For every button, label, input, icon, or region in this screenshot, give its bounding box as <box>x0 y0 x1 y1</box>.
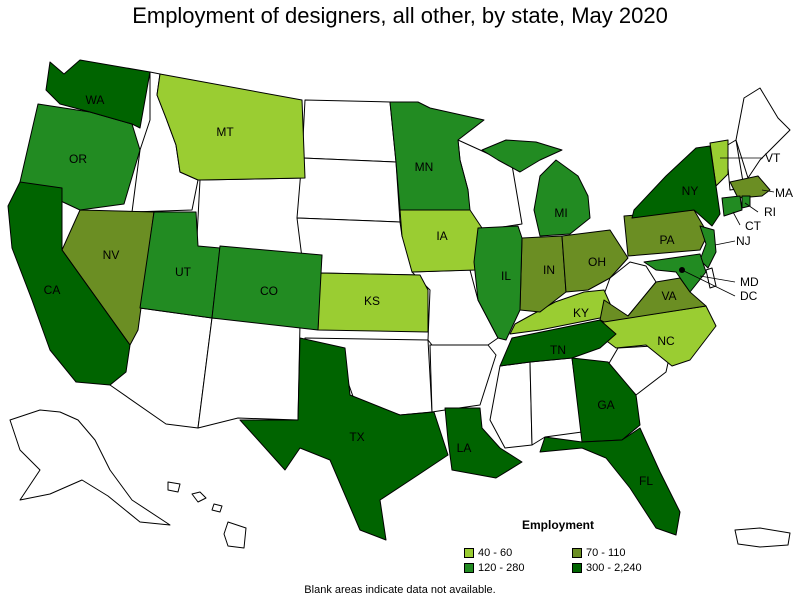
label-OR: OR <box>69 152 87 166</box>
state-NM <box>197 317 301 429</box>
state-TX <box>239 337 449 541</box>
state-CA <box>7 181 131 386</box>
state-MA <box>729 175 771 199</box>
state-AR <box>429 344 497 413</box>
legend-swatch-70-110 <box>572 548 582 558</box>
state-HI <box>167 481 247 549</box>
legend-label-120-280: 120 - 280 <box>478 562 525 574</box>
label-PA: PA <box>659 233 674 247</box>
label-WA: WA <box>86 93 105 107</box>
territory-PR <box>734 527 791 548</box>
state-CT <box>721 195 743 217</box>
label-MA: MA <box>775 186 793 200</box>
bin-40-60 <box>156 73 729 367</box>
legend-item-300-2240: 300 - 2,240 <box>572 562 642 574</box>
label-CO: CO <box>260 284 278 298</box>
label-DC: DC <box>740 289 758 303</box>
state-OH <box>561 229 629 293</box>
state-ND <box>301 99 397 163</box>
legend-swatch-120-280 <box>464 563 474 573</box>
state-WA <box>45 59 151 129</box>
state-IL <box>473 225 523 341</box>
label-MN: MN <box>415 160 434 174</box>
label-KY: KY <box>573 306 589 320</box>
legend-item-40-60: 40 - 60 <box>464 547 512 559</box>
label-GA: GA <box>597 398 614 412</box>
legend-swatch-300-2240 <box>572 563 582 573</box>
label-RI: RI <box>764 205 776 219</box>
label-IA: IA <box>436 229 447 243</box>
state-MI <box>533 159 591 237</box>
state-TN <box>499 319 617 367</box>
label-VA: VA <box>661 289 676 303</box>
legend-swatch-40-60 <box>464 548 474 558</box>
state-NJ <box>699 225 717 269</box>
label-NJ: NJ <box>736 234 751 248</box>
label-VT: VT <box>765 151 781 165</box>
state-CO <box>211 245 323 331</box>
state-MT <box>156 73 306 181</box>
footnote: Blank areas indicate data not available. <box>304 584 496 596</box>
label-TX: TX <box>349 430 364 444</box>
map-title: Employment of designers, all other, by s… <box>132 3 668 28</box>
state-MD <box>643 253 707 293</box>
state-AK <box>9 409 171 526</box>
leader-lines <box>681 157 775 297</box>
state-FL <box>539 427 681 536</box>
label-MD: MD <box>740 275 759 289</box>
legend-item-70-110: 70 - 110 <box>572 547 626 559</box>
bin-120-280 <box>19 101 751 341</box>
label-CA: CA <box>44 283 61 297</box>
label-FL: FL <box>639 474 653 488</box>
state-SD <box>296 157 401 223</box>
legend-label-300-2240: 300 - 2,240 <box>586 562 642 574</box>
label-IN: IN <box>543 263 555 277</box>
bin-300-2240 <box>7 59 721 541</box>
legend-label-70-110: 70 - 110 <box>586 547 626 559</box>
state-ME <box>735 87 791 179</box>
state-LA <box>444 407 523 479</box>
label-MI: MI <box>554 206 567 220</box>
legend-item-120-280: 120 - 280 <box>464 562 524 574</box>
label-KS: KS <box>364 294 380 308</box>
state-RI <box>741 195 751 209</box>
state-NV <box>61 209 155 346</box>
label-NC: NC <box>657 334 675 348</box>
label-NV: NV <box>103 248 120 262</box>
state-WY <box>195 177 306 259</box>
label-OH: OH <box>588 255 606 269</box>
label-CT: CT <box>745 219 762 233</box>
label-IL: IL <box>501 269 511 283</box>
label-TN: TN <box>550 343 566 357</box>
legend-label-40-60: 40 - 60 <box>478 547 513 559</box>
state-MN <box>389 101 485 211</box>
state-MI-upper <box>481 139 563 173</box>
label-UT: UT <box>175 265 192 279</box>
label-MT: MT <box>216 125 234 139</box>
legend-title: Employment <box>522 518 595 532</box>
bin-70-110 <box>61 175 771 346</box>
label-LA: LA <box>457 441 472 455</box>
state-labels: WA OR CA NV MT UT CO KS MN IA TX LA IL M… <box>44 93 793 488</box>
label-NY: NY <box>682 184 699 198</box>
state-MS <box>489 361 533 449</box>
state-NY <box>631 145 721 227</box>
